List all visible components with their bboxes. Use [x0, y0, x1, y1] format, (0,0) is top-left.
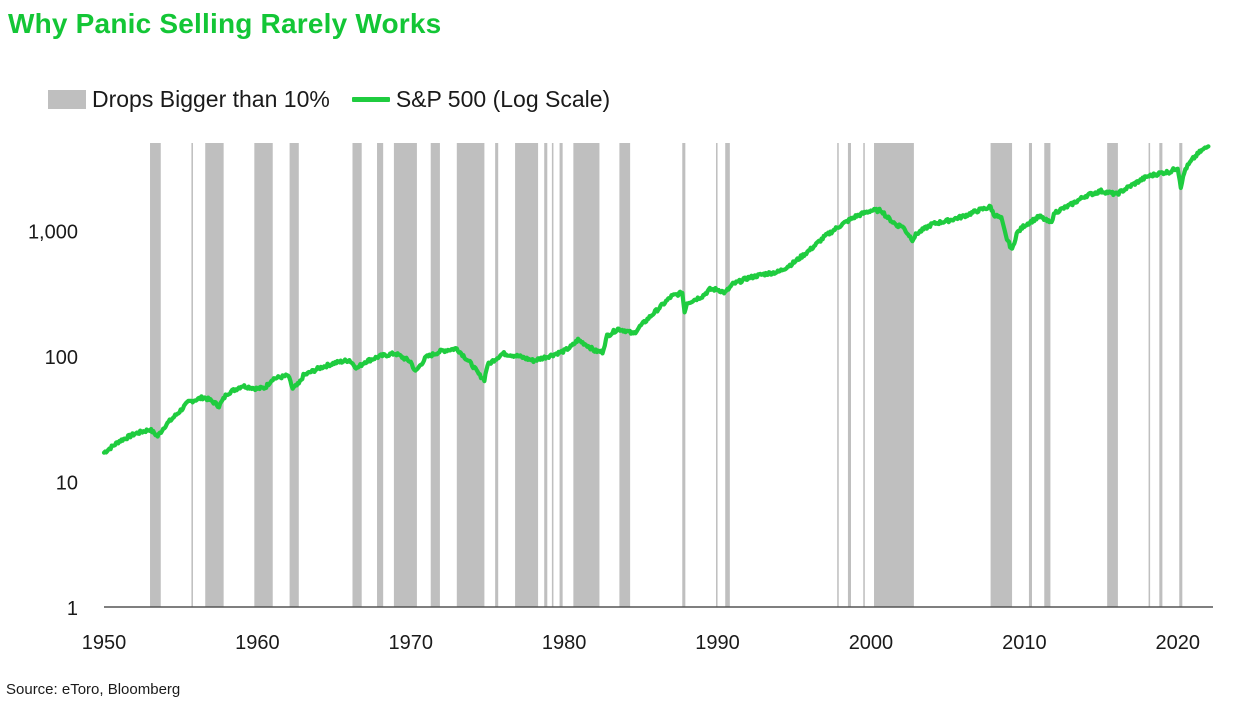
x-tick-label-1970: 1970: [389, 632, 434, 654]
drop-band-21: [847, 143, 852, 607]
drop-band-22: [863, 143, 865, 607]
drop-band-18: [716, 143, 718, 607]
drop-band-6: [377, 143, 384, 607]
drop-band-4: [289, 143, 299, 607]
drop-band-1: [191, 143, 193, 607]
drop-band-2: [205, 143, 224, 607]
drop-band-27: [1107, 143, 1118, 607]
drop-band-13: [551, 143, 554, 607]
x-tick-label-2010: 2010: [1002, 632, 1047, 654]
drop-band-10: [495, 143, 499, 607]
y-tick-label-1000: 1,000: [28, 222, 78, 244]
drop-band-12: [544, 143, 548, 607]
x-tick-label-2020: 2020: [1155, 632, 1200, 654]
drop-band-19: [725, 143, 730, 607]
sp500-series: [101, 144, 1211, 455]
x-tick-label-2000: 2000: [849, 632, 894, 654]
y-tick-label-100: 100: [45, 347, 78, 369]
drop-band-20: [837, 143, 839, 607]
legend-swatch-line: [351, 97, 390, 102]
drop-band-3: [254, 143, 273, 607]
drop-band-24: [990, 143, 1013, 607]
x-tick-label-1990: 1990: [695, 632, 740, 654]
x-tick-label-1950: 1950: [82, 632, 127, 654]
drop-band-25: [1028, 143, 1033, 607]
legend-label-sp500: S&P 500 (Log Scale): [395, 86, 611, 112]
drop-band-30: [1179, 143, 1183, 607]
x-tick-label-1960: 1960: [235, 632, 280, 654]
legend-swatch-band: [48, 90, 86, 109]
drop-band-28: [1148, 143, 1151, 607]
drop-band-29: [1159, 143, 1163, 607]
legend-item-drops: Drops Bigger than 10%: [48, 86, 330, 113]
drop-band-7: [393, 143, 417, 607]
sp500-line: [101, 144, 1211, 455]
legend: Drops Bigger than 10% S&P 500 (Log Scale…: [48, 86, 632, 113]
x-tick-label-1980: 1980: [542, 632, 587, 654]
drop-band-14: [559, 143, 563, 607]
drop-band-5: [352, 143, 362, 607]
chart-title: Why Panic Selling Rarely Works: [8, 8, 442, 39]
y-tick-label-10: 10: [56, 473, 78, 495]
source-note: Source: eToro, Bloomberg: [6, 681, 181, 698]
y-tick-label-1: 1: [67, 598, 78, 620]
drop-band-0: [150, 143, 161, 607]
drop-band-8: [430, 143, 440, 607]
drop-band-16: [619, 143, 631, 607]
drop-band-11: [515, 143, 539, 607]
tick-labels: 1950 1960 1970 1980 1990 2000 2010 2020 1 10 100 1,…: [28, 222, 1200, 654]
drop-band-15: [573, 143, 600, 607]
drop-band-17: [682, 143, 686, 607]
drop-band-26: [1044, 143, 1051, 607]
legend-item-sp500: S&P 500 (Log Scale): [351, 86, 611, 113]
legend-label-drops: Drops Bigger than 10%: [92, 86, 330, 112]
